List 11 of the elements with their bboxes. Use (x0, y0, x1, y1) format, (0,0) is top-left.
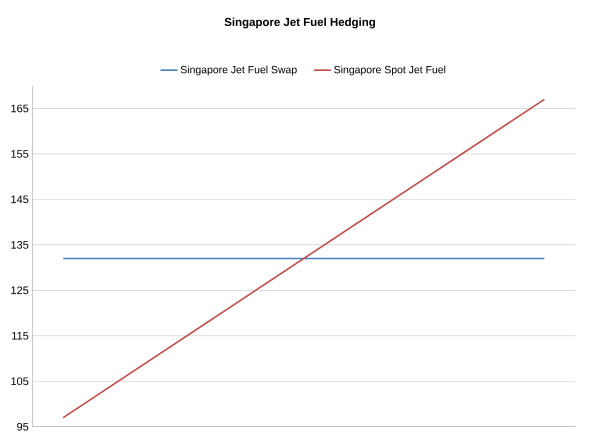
y-tick-label: 155 (11, 150, 28, 158)
y-tick-label: 95 (17, 422, 28, 431)
y-tick-label: 125 (11, 286, 28, 294)
y-tick-label: 135 (11, 240, 28, 249)
legend-label: Singapore Jet Fuel Swap (180, 66, 297, 76)
legend-label: Singapore Spot Jet Fuel (334, 66, 446, 76)
y-tick-label: 165 (11, 104, 28, 112)
y-tick-label: 115 (12, 332, 28, 340)
y-tick-label: 145 (11, 196, 28, 204)
y-tick-label: 105 (11, 377, 28, 386)
chart-title: Singapore Jet Fuel Hedging (224, 18, 375, 28)
